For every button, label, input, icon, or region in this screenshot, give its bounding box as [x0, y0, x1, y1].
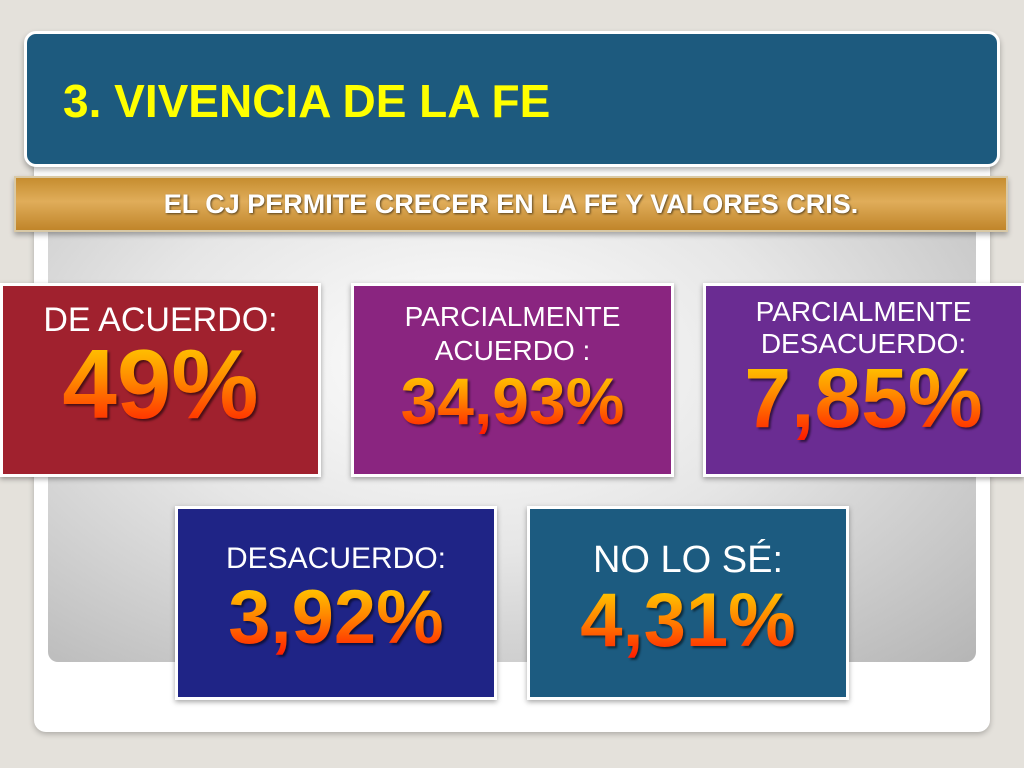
result-card-parcialmente-desacuerdo: PARCIALMENTE DESACUERDO: 7,85%: [703, 283, 1024, 477]
card-label-line: DESACUERDO:: [760, 328, 967, 360]
result-card-no-lo-se: NO LO SÉ: 4,31%: [527, 506, 849, 700]
title-banner: 3. VIVENCIA DE LA FE: [24, 31, 1000, 167]
card-label-line: PARCIALMENTE: [755, 296, 972, 327]
card-label: DE ACUERDO:: [3, 300, 318, 341]
slide-subtitle: EL CJ PERMITE CRECER EN LA FE Y VALORES …: [163, 188, 859, 219]
card-label: DESACUERDO:: [178, 541, 494, 578]
card-label-line: DESACUERDO:: [225, 542, 447, 575]
card-label-line: ACUERDO :: [434, 335, 591, 367]
result-card-de-acuerdo: DE ACUERDO: 49%: [0, 283, 321, 477]
card-label: PARCIALMENTE ACUERDO :: [354, 300, 671, 368]
card-percentage: 4,31%: [530, 583, 846, 659]
card-label: NO LO SÉ:: [530, 537, 846, 583]
subtitle-bar: EL CJ PERMITE CRECER EN LA FE Y VALORES …: [14, 176, 1008, 232]
card-label: PARCIALMENTE DESACUERDO:: [706, 296, 1021, 360]
slide-title: 3. VIVENCIA DE LA FE: [63, 75, 551, 127]
result-card-parcialmente-acuerdo: PARCIALMENTE ACUERDO : 34,93%: [351, 283, 674, 477]
card-percentage: 34,93%: [354, 368, 671, 434]
result-card-desacuerdo: DESACUERDO: 3,92%: [175, 506, 497, 700]
card-label-line: DE ACUERDO:: [43, 301, 278, 339]
card-label-line: PARCIALMENTE: [404, 301, 621, 332]
card-percentage: 49%: [3, 335, 318, 433]
card-label-line: NO LO SÉ:: [592, 539, 784, 581]
card-percentage: 7,85%: [706, 356, 1021, 440]
card-percentage: 3,92%: [178, 579, 494, 656]
